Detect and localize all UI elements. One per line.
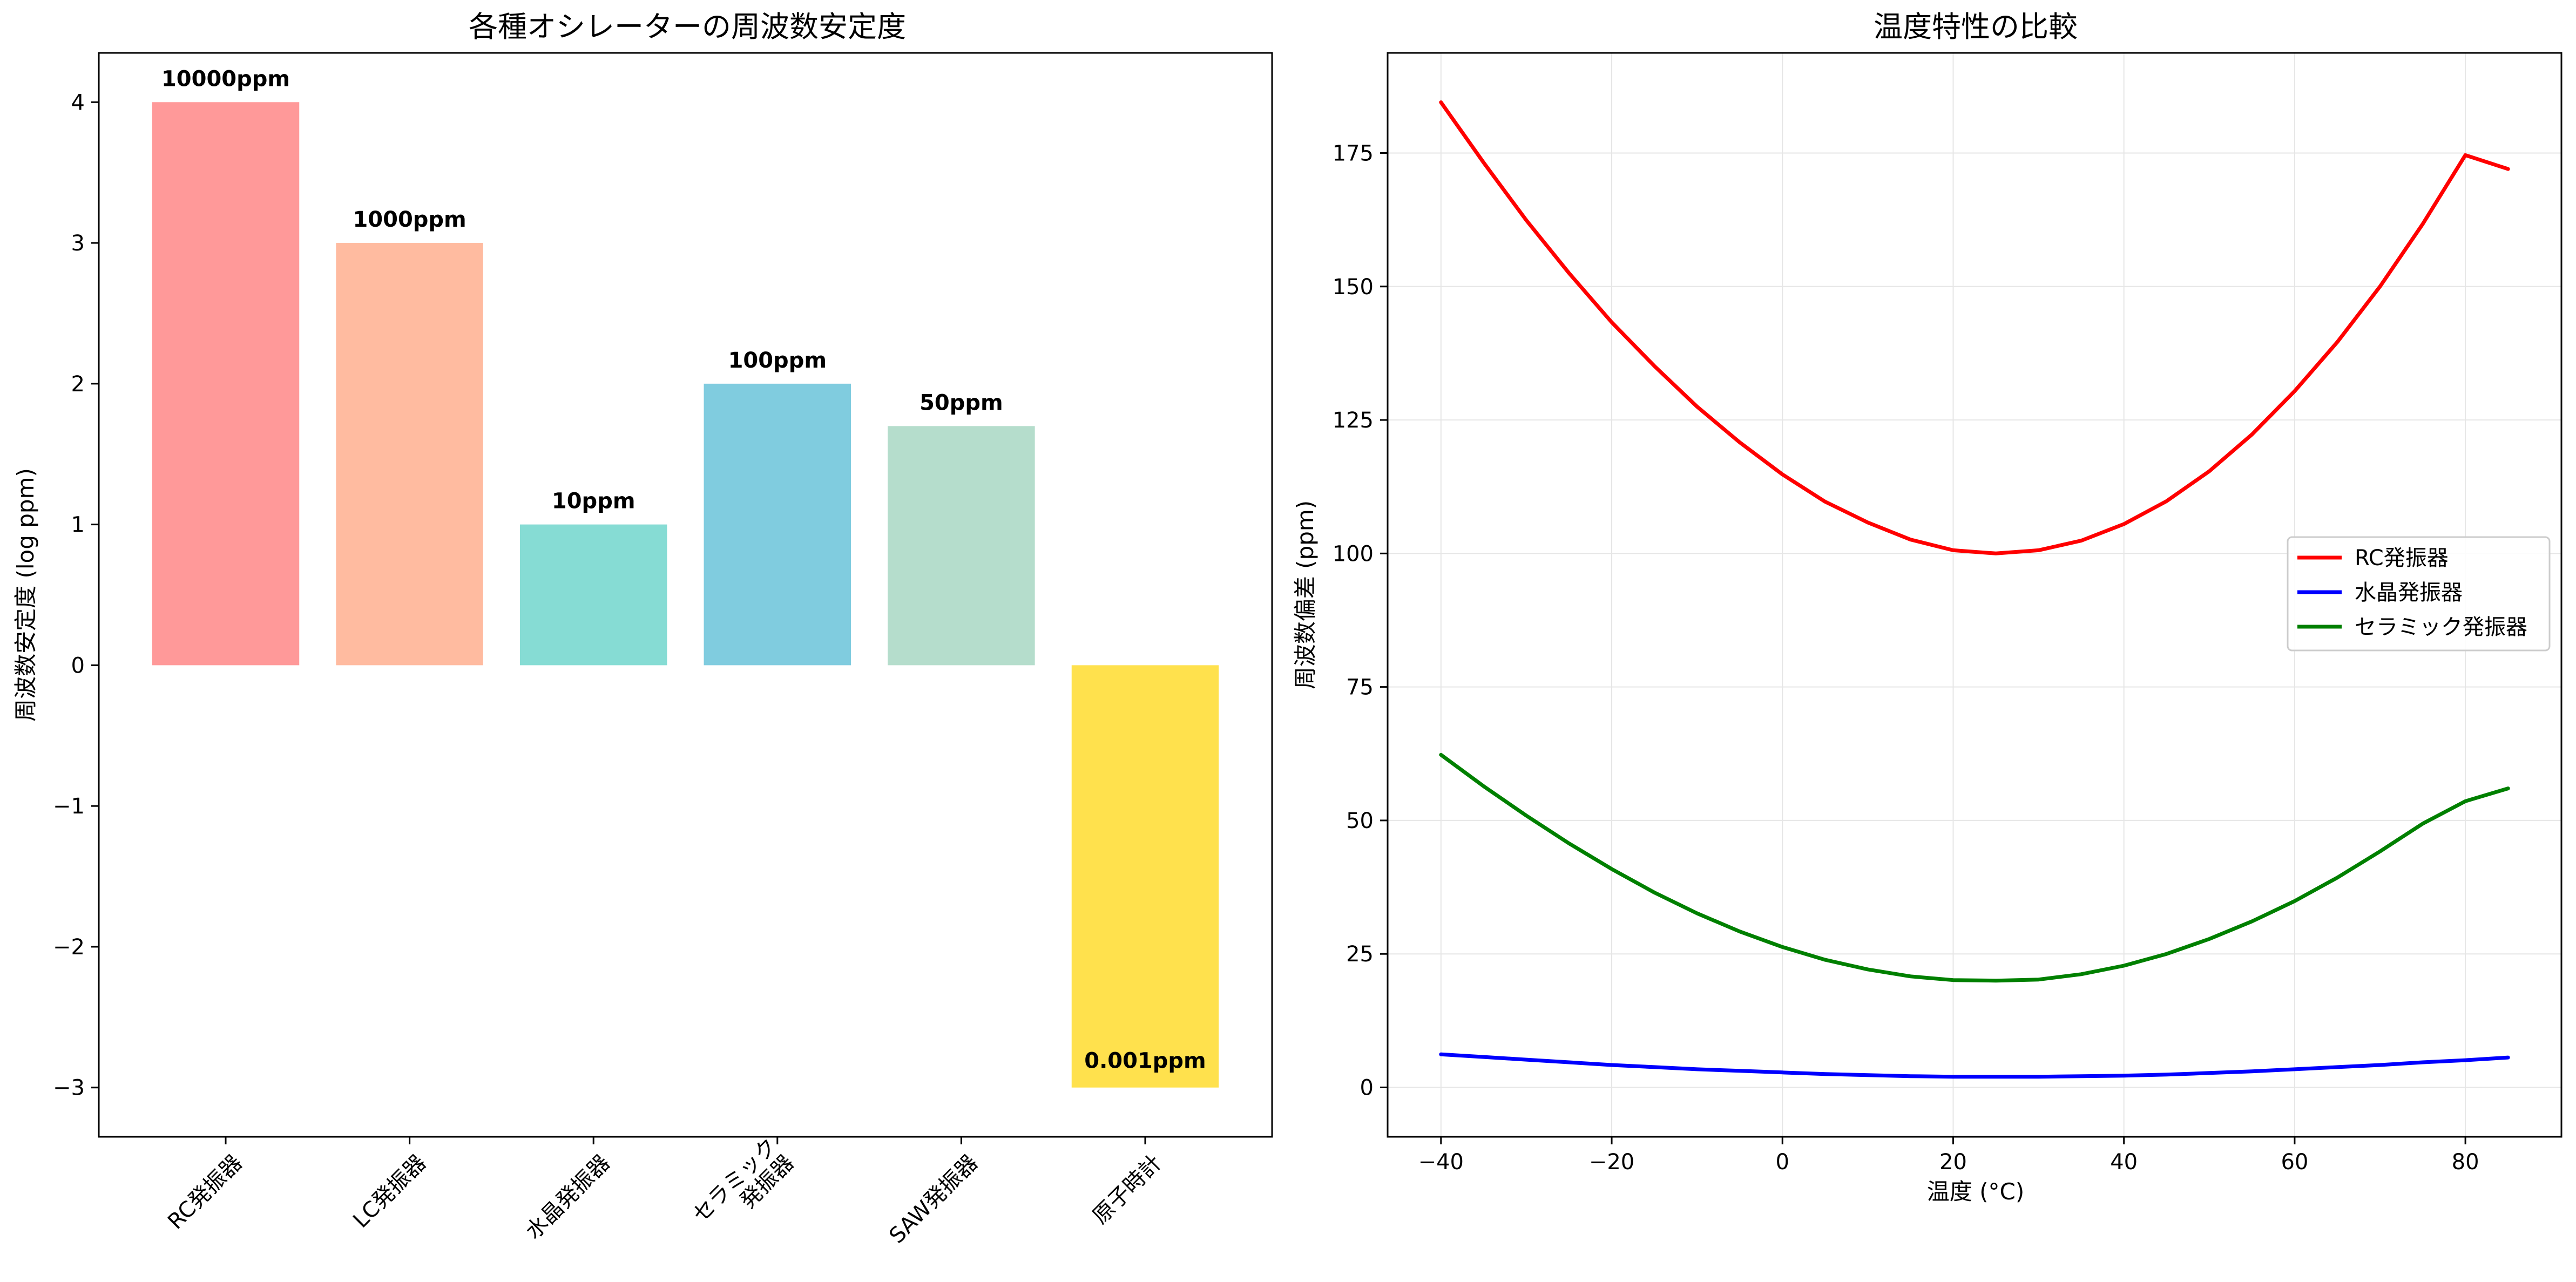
y-tick-label-5: 125 — [1333, 408, 1374, 433]
bar-data-label-0: 10000ppm — [161, 66, 290, 91]
x-tick-label-3: セラミック発振器 — [688, 1134, 799, 1244]
y-tick-label-6: 150 — [1333, 275, 1374, 300]
line-chart-title: 温度特性の比較 — [1874, 10, 2078, 44]
x-tick-label-1: −20 — [1589, 1150, 1634, 1175]
bar-chart: 各種オシレーターの周波数安定度 10000ppm 1000ppm 10ppm 100p… — [12, 10, 1273, 1249]
y-tick-label-7: 175 — [1333, 141, 1374, 166]
x-tick-label-5: 原子時計 — [1088, 1150, 1167, 1229]
y-tick-label-1: 3 — [71, 231, 85, 256]
line-chart-y-axis-label: 周波数偏差 (ppm) — [1292, 500, 1319, 689]
bar-2 — [519, 524, 667, 666]
bar-chart-bars — [152, 102, 1219, 1088]
series-line-2 — [1439, 752, 2510, 983]
x-tick-label-4: SAW発振器 — [884, 1150, 983, 1249]
y-tick-label-1: 25 — [1346, 942, 1374, 967]
x-tick-label-2: 水晶発振器 — [521, 1150, 615, 1244]
line-chart-y-ticks: 0 25 50 75 100 125 150 175 — [1333, 141, 1388, 1101]
bar-chart-x-ticks: RC発振器 LC発振器 水晶発振器 セラミック発振器 SAW発振器 原子時計 — [163, 1134, 1166, 1249]
y-tick-label-7: −3 — [53, 1076, 85, 1101]
legend-box — [2287, 536, 2551, 652]
legend-label-1: 水晶発振器 — [2355, 580, 2463, 605]
bar-4 — [888, 426, 1035, 666]
y-tick-label-3: 1 — [71, 513, 85, 538]
bar-data-label-3: 100ppm — [728, 348, 827, 373]
y-tick-label-4: 100 — [1333, 541, 1374, 566]
bar-chart-y-ticks: 4 3 2 1 0 −1 −2 −3 — [53, 90, 99, 1101]
x-tick-label-2: 0 — [1776, 1150, 1789, 1175]
bar-1 — [336, 243, 483, 666]
legend-label-2: セラミック発振器 — [2355, 615, 2527, 640]
bar-chart-data-labels: 10000ppm 1000ppm 10ppm 100ppm 50ppm 0.001ppm — [161, 66, 1206, 1073]
bar-3 — [704, 383, 851, 666]
y-tick-label-6: −2 — [53, 935, 85, 960]
bar-chart-y-axis-label: 周波数安定度 (log ppm) — [12, 468, 39, 722]
bar-data-label-4: 50ppm — [919, 390, 1003, 415]
series-line-0 — [1439, 100, 2510, 555]
bar-data-label-1: 1000ppm — [353, 207, 466, 232]
line-chart-x-axis-label: 温度 (°C) — [1927, 1178, 2024, 1205]
bar-data-label-5: 0.001ppm — [1084, 1049, 1206, 1074]
y-tick-label-2: 50 — [1346, 809, 1374, 833]
x-tick-label-3: 20 — [1939, 1150, 1967, 1175]
bar-data-label-2: 10ppm — [552, 489, 635, 514]
bar-5 — [1071, 665, 1219, 1088]
bar-chart-axes-frame — [98, 52, 1273, 1138]
y-tick-label-4: 0 — [71, 653, 85, 678]
bar-chart-title: 各種オシレーターの周波数安定度 — [469, 10, 906, 44]
series-line-1 — [1439, 1052, 2510, 1079]
line-chart: 温度特性の比較 0 25 50 75 100 125 150 175 −40 −20 0 20 40 6… — [1292, 10, 2563, 1205]
line-chart-x-ticks: −40 −20 0 20 40 60 80 — [1418, 1137, 2479, 1175]
bar-0 — [152, 102, 300, 666]
y-tick-label-5: −1 — [53, 794, 85, 819]
x-tick-label-0: −40 — [1418, 1150, 1464, 1175]
x-tick-label-6: 80 — [2452, 1150, 2479, 1175]
line-chart-axes-frame — [1387, 52, 2563, 1138]
legend-label-0: RC発振器 — [2355, 546, 2449, 571]
y-tick-label-3: 75 — [1346, 675, 1374, 700]
x-tick-label-0: RC発振器 — [163, 1150, 247, 1234]
y-tick-label-0: 0 — [1360, 1076, 1374, 1101]
line-chart-series-lines — [1439, 100, 2510, 1079]
x-tick-label-5: 60 — [2281, 1150, 2308, 1175]
y-tick-label-2: 2 — [71, 372, 85, 397]
y-tick-label-0: 4 — [71, 90, 85, 115]
x-tick-label-1: LC発振器 — [348, 1150, 431, 1233]
x-tick-label-4: 40 — [2110, 1150, 2138, 1175]
